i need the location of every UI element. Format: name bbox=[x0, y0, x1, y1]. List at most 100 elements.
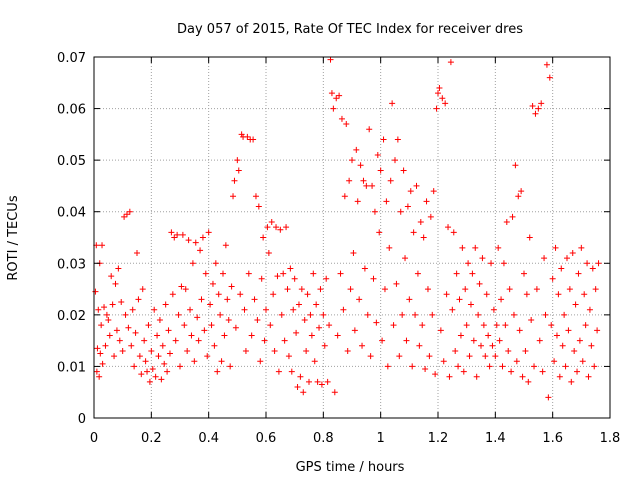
data-point bbox=[404, 203, 411, 210]
data-point bbox=[561, 311, 568, 318]
data-point bbox=[353, 146, 360, 153]
data-point bbox=[447, 59, 454, 66]
data-point bbox=[420, 234, 427, 241]
data-point bbox=[443, 291, 450, 298]
data-point bbox=[331, 389, 338, 396]
data-point bbox=[254, 317, 261, 324]
data-point bbox=[341, 193, 348, 200]
data-point bbox=[427, 213, 434, 220]
data-point bbox=[376, 229, 383, 236]
data-point bbox=[199, 234, 206, 241]
data-point bbox=[306, 378, 312, 385]
data-point bbox=[313, 301, 320, 308]
data-point bbox=[273, 224, 280, 231]
data-point bbox=[198, 296, 205, 303]
data-point bbox=[551, 358, 558, 365]
x-tick-label: 1.6 bbox=[542, 431, 563, 446]
data-point bbox=[314, 378, 321, 385]
data-point bbox=[446, 373, 453, 380]
data-point bbox=[579, 358, 586, 365]
data-point bbox=[194, 314, 201, 321]
data-point bbox=[433, 105, 440, 112]
data-point bbox=[291, 275, 298, 282]
data-point bbox=[347, 286, 354, 293]
data-point bbox=[252, 193, 259, 200]
data-point bbox=[460, 368, 467, 375]
data-point bbox=[356, 296, 363, 303]
data-point bbox=[135, 296, 142, 303]
data-point bbox=[496, 337, 503, 344]
y-tick-label: 0.03 bbox=[57, 257, 86, 272]
data-point bbox=[336, 92, 343, 99]
x-tick-label: 0.8 bbox=[313, 431, 334, 446]
data-point bbox=[589, 265, 596, 272]
data-point bbox=[407, 188, 414, 195]
data-point bbox=[354, 198, 361, 205]
data-point bbox=[525, 378, 532, 385]
data-point bbox=[463, 322, 470, 329]
data-point bbox=[455, 363, 462, 370]
data-point bbox=[457, 332, 464, 339]
data-point bbox=[523, 291, 530, 298]
data-point bbox=[264, 224, 271, 231]
data-point bbox=[549, 275, 556, 282]
data-point bbox=[361, 265, 368, 272]
data-point bbox=[465, 260, 472, 267]
data-point bbox=[594, 327, 601, 334]
data-point bbox=[181, 322, 188, 329]
data-point bbox=[470, 337, 477, 344]
data-point bbox=[403, 337, 410, 344]
data-point bbox=[558, 265, 565, 272]
x-tick-label: 1 bbox=[377, 431, 385, 446]
data-point bbox=[472, 244, 479, 251]
data-point bbox=[546, 74, 553, 81]
data-point bbox=[588, 342, 595, 349]
data-point bbox=[185, 237, 192, 244]
data-point bbox=[109, 301, 116, 308]
data-point bbox=[475, 311, 482, 318]
data-point bbox=[156, 317, 163, 324]
data-point bbox=[586, 306, 593, 313]
data-point bbox=[214, 368, 221, 375]
data-point bbox=[402, 255, 409, 262]
data-point bbox=[513, 358, 520, 365]
data-point bbox=[95, 306, 102, 313]
data-point bbox=[112, 280, 119, 287]
data-point bbox=[270, 291, 277, 298]
data-point bbox=[569, 249, 576, 256]
data-point bbox=[221, 332, 228, 339]
data-point bbox=[450, 229, 457, 236]
data-point bbox=[98, 322, 105, 329]
data-point bbox=[400, 167, 407, 174]
data-point bbox=[201, 327, 208, 334]
data-point bbox=[426, 353, 433, 360]
data-point bbox=[399, 311, 406, 318]
data-point bbox=[429, 311, 436, 318]
data-point bbox=[283, 224, 290, 231]
data-point bbox=[384, 363, 391, 370]
data-point bbox=[506, 286, 513, 293]
data-point bbox=[316, 324, 323, 331]
data-point bbox=[592, 286, 599, 293]
data-point bbox=[582, 322, 589, 329]
data-point bbox=[122, 311, 129, 318]
data-point bbox=[343, 121, 350, 128]
data-point bbox=[545, 394, 552, 401]
grid-lines bbox=[94, 57, 610, 418]
data-point bbox=[503, 219, 510, 226]
data-point bbox=[220, 270, 226, 277]
data-point bbox=[422, 366, 429, 373]
axes: 0 0.2 0.4 0.6 0.8 1 1.2 1.4 1.6 1.8 0 0.01 0.02 0.03 0… bbox=[57, 51, 620, 446]
data-point bbox=[154, 332, 161, 339]
data-point bbox=[159, 342, 166, 349]
data-point bbox=[568, 378, 575, 385]
x-tick-label: 1.4 bbox=[485, 431, 506, 446]
data-point bbox=[419, 322, 426, 329]
data-point bbox=[128, 342, 135, 349]
data-point bbox=[106, 332, 113, 339]
y-tick-label: 0.04 bbox=[57, 206, 86, 221]
data-point bbox=[374, 151, 381, 158]
data-point bbox=[364, 311, 371, 318]
data-point bbox=[377, 167, 384, 174]
